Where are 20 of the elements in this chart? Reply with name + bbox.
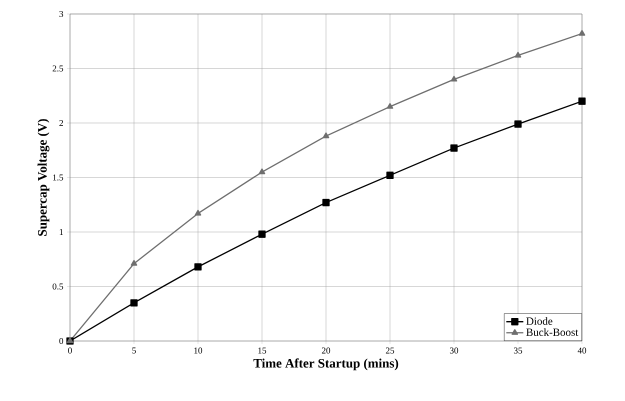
x-axis-title: Time After Startup (mins)	[253, 358, 398, 370]
y-tick-label: 2.5	[52, 65, 64, 72]
y-tick-label: 1.5	[53, 174, 64, 181]
y-tick-label: 0	[59, 338, 64, 344]
x-tick-label: 35	[514, 348, 522, 354]
x-tick-label: 15	[258, 348, 266, 354]
x-tick-label: 30	[450, 348, 458, 354]
legend-label: Diode	[526, 317, 552, 325]
legend-label: Buck-Boost	[526, 328, 578, 336]
x-tick-label: 20	[322, 348, 330, 354]
x-tick-label: 10	[194, 348, 202, 354]
x-tick-label: 0	[68, 348, 72, 354]
x-tick-label: 40	[578, 348, 586, 354]
y-tick-label: 0.5	[52, 283, 64, 290]
x-tick-label: 5	[132, 348, 136, 354]
y-axis-title: Supercap Voltage (V)	[38, 119, 50, 236]
y-tick-label: 2	[59, 120, 63, 126]
y-tick-label: 1	[60, 229, 63, 235]
x-tick-label: 25	[386, 348, 394, 354]
y-tick-label: 3	[59, 10, 64, 18]
